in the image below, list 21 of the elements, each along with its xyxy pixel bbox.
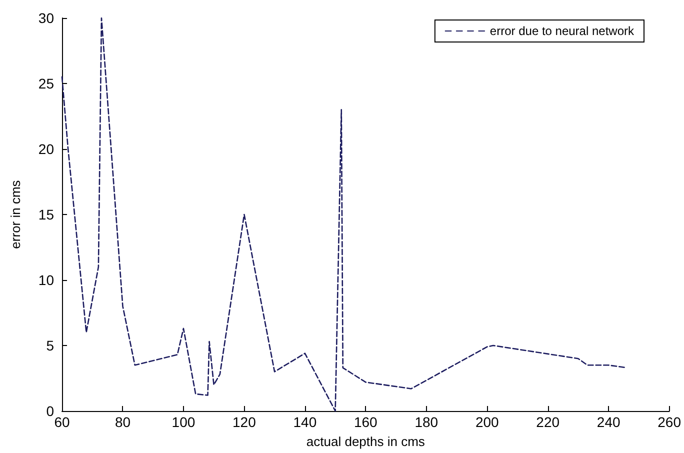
y-tick-label: 25 <box>38 76 54 92</box>
x-tick-label: 200 <box>475 414 500 430</box>
x-tick-label: 100 <box>172 414 196 430</box>
y-axis-title: error in cms <box>8 180 23 249</box>
y-tick-label: 20 <box>38 141 54 157</box>
x-tick-label: 160 <box>354 414 378 430</box>
x-tick-label: 60 <box>54 414 70 430</box>
x-tick-label: 240 <box>596 414 620 430</box>
x-tick-label: 180 <box>414 414 438 430</box>
x-tick-label: 80 <box>114 414 131 430</box>
x-tick-label: 140 <box>293 414 317 430</box>
y-tick-label: 30 <box>38 10 54 26</box>
y-tick-label: 0 <box>46 403 54 419</box>
x-tick-label: 260 <box>658 414 682 430</box>
y-tick-label: 10 <box>38 272 54 288</box>
x-tick-label: 120 <box>232 414 256 430</box>
y-tick-label: 15 <box>38 206 54 222</box>
legend-label: error due to neural network <box>490 24 635 38</box>
x-axis-title: actual depths in cms <box>306 434 426 449</box>
x-tick-label: 220 <box>536 414 560 430</box>
y-tick-label: 5 <box>46 338 54 354</box>
